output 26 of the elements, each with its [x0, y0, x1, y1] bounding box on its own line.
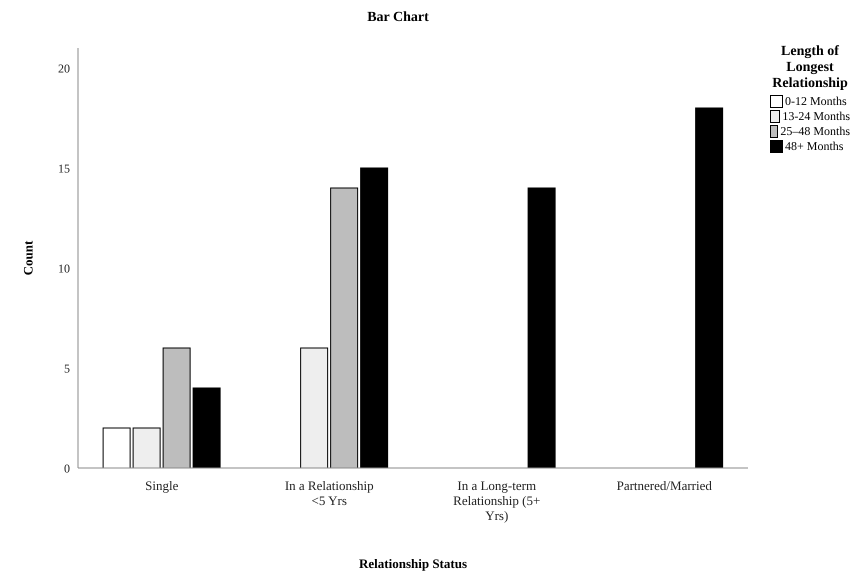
bar: [102, 428, 131, 468]
legend-title: Length of Longest Relationship: [771, 44, 849, 92]
y-tick-label: 10: [58, 261, 70, 276]
bar: [360, 168, 388, 468]
bar: [330, 188, 358, 468]
x-tick-label: Single: [145, 478, 179, 493]
x-tick-label: In a Long-term Relationship (5+ Yrs): [453, 478, 540, 523]
x-tick-label: Partnered/Married: [616, 478, 712, 493]
bar: [695, 108, 724, 468]
y-tick-label: 20: [58, 61, 70, 76]
bar: [528, 188, 556, 468]
x-axis-title: Relationship Status: [359, 556, 467, 571]
legend-label: 0-12 Months: [785, 94, 847, 109]
legend-label: 13-24 Months: [782, 109, 850, 124]
bar: [192, 388, 221, 468]
bar: [132, 428, 161, 468]
y-axis-title: Count: [20, 240, 36, 276]
bar: [300, 348, 328, 468]
x-tick-label: In a Relationship <5 Yrs: [284, 478, 374, 508]
bar: [162, 348, 191, 468]
chart-title: Bar Chart: [366, 10, 430, 26]
y-tick-label: 15: [58, 161, 70, 176]
y-tick-label: 5: [64, 361, 70, 376]
legend-label: 25–48 Months: [780, 124, 850, 139]
y-tick-label: 0: [64, 461, 70, 476]
legend-label: 48+ Months: [785, 139, 844, 154]
